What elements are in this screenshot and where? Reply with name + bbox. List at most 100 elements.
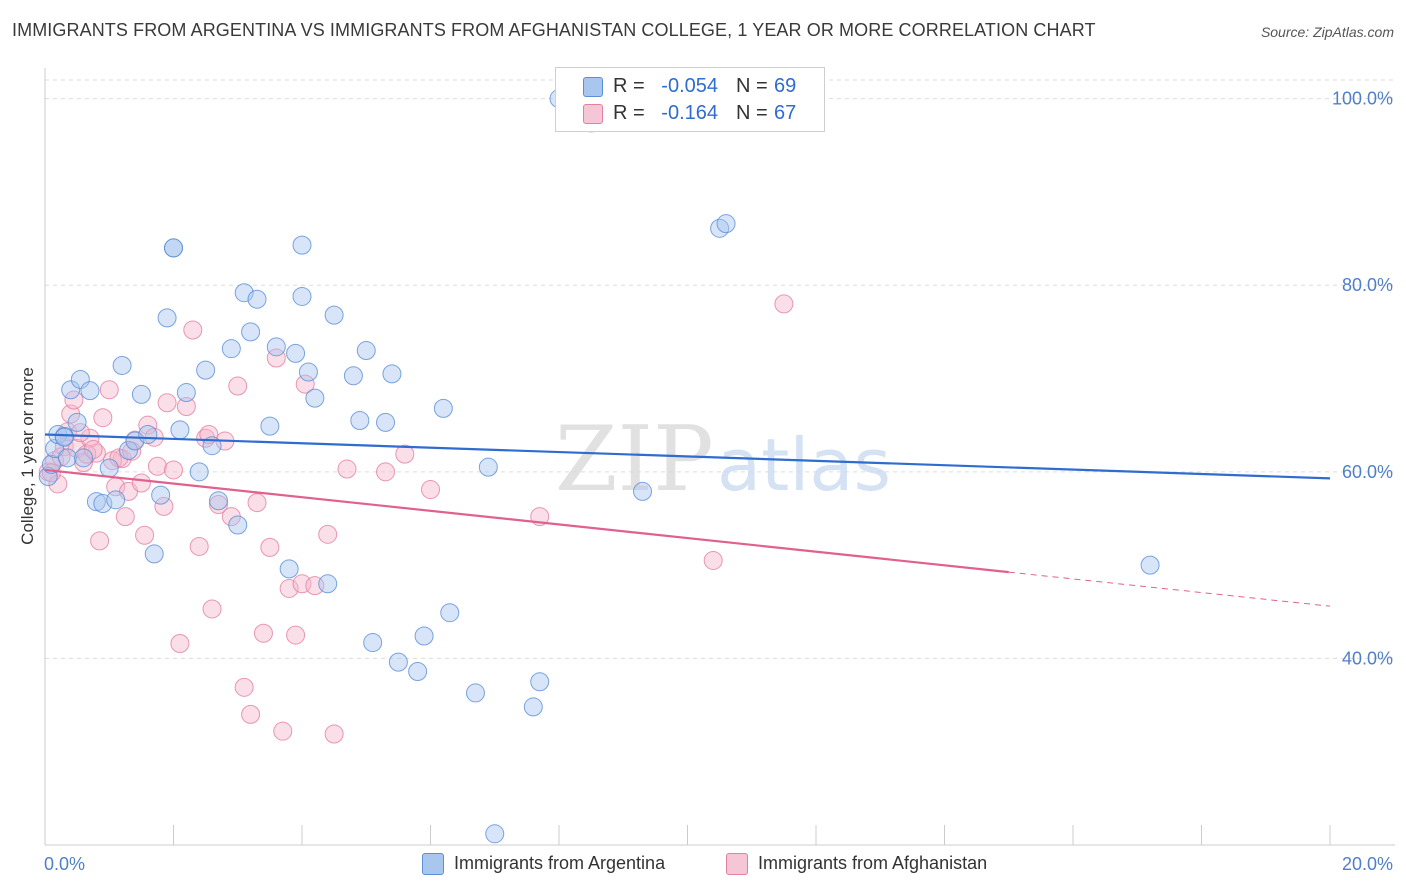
- legend-n-value-afghanistan: 67: [774, 102, 797, 124]
- argentina-point: [408, 661, 428, 681]
- afghanistan-point: [253, 623, 273, 643]
- argentina-point: [388, 652, 408, 672]
- y-tick-label: 100.0%: [1332, 89, 1393, 109]
- argentina-point: [86, 492, 106, 512]
- trend-line-afghanistan: [44, 468, 1009, 574]
- afghanistan-point: [135, 525, 155, 545]
- legend-row-argentina: R = -0.054 N = 69: [556, 74, 824, 100]
- afghanistan-point: [189, 536, 209, 556]
- argentina-point: [189, 462, 209, 482]
- argentina-point: [305, 388, 325, 408]
- argentina-point: [208, 491, 228, 511]
- argentina-point: [1140, 555, 1160, 575]
- afghanistan-point: [48, 474, 68, 494]
- argentina-point: [106, 490, 126, 510]
- bottom-legend-afghanistan: Immigrants from Afghanistan: [726, 852, 1026, 878]
- afghanistan-point: [64, 390, 84, 410]
- bottom-legend-swatch-argentina: [422, 853, 444, 875]
- argentina-point: [478, 457, 498, 477]
- afghanistan-point: [260, 537, 280, 557]
- argentina-point: [164, 238, 183, 258]
- trend-lines: [44, 433, 1331, 607]
- correlation-legend: R = -0.054 N = 69 R = -0.164 N = 67: [555, 67, 825, 132]
- argentina-point: [633, 481, 653, 501]
- legend-swatch-afghanistan: [583, 104, 603, 124]
- argentina-point: [318, 574, 338, 594]
- afghanistan-point: [93, 408, 113, 428]
- afghanistan-point: [202, 599, 222, 619]
- watermark: ZIP atlas: [555, 407, 891, 512]
- argentina-point: [350, 411, 370, 431]
- afghanistan-point: [421, 480, 440, 500]
- chart-title: IMMIGRANTS FROM ARGENTINA VS IMMIGRANTS …: [12, 20, 1096, 40]
- afghanistan-point: [196, 428, 216, 448]
- argentina-point: [41, 454, 61, 474]
- grid-lines: [45, 79, 1395, 659]
- x-tick-label-min: 0.0%: [44, 854, 85, 874]
- afghanistan-point: [170, 633, 190, 653]
- watermark-zip: ZIP: [555, 407, 714, 512]
- afghanistan-points: [38, 294, 794, 744]
- argentina-point: [228, 515, 248, 535]
- legend-n-label: N =: [736, 75, 768, 97]
- argentina-point: [266, 337, 286, 357]
- bottom-legend-label-afghanistan: Immigrants from Afghanistan: [758, 853, 988, 873]
- bottom-legend-argentina: Immigrants from Argentina: [422, 852, 702, 878]
- x-tick-label-max: 20.0%: [1342, 854, 1393, 874]
- argentina-point: [530, 672, 550, 692]
- afghanistan-point: [241, 704, 261, 724]
- argentina-point: [70, 369, 90, 389]
- legend-n-value-argentina: 69: [774, 75, 797, 97]
- afghanistan-point: [99, 380, 119, 400]
- argentina-point: [382, 364, 402, 384]
- bottom-legend-label-argentina: Immigrants from Argentina: [454, 853, 666, 873]
- y-tick-label: 40.0%: [1342, 648, 1393, 668]
- afghanistan-point: [131, 473, 151, 493]
- afghanistan-point: [279, 578, 299, 598]
- afghanistan-point: [90, 531, 110, 551]
- afghanistan-point: [83, 439, 103, 459]
- afghanistan-point: [318, 524, 338, 544]
- argentina-point: [247, 289, 267, 309]
- afghanistan-point: [70, 423, 90, 443]
- argentina-point: [241, 322, 261, 342]
- argentina-point: [74, 448, 94, 468]
- argentina-point: [363, 633, 383, 653]
- legend-row-afghanistan: R = -0.164 N = 67: [556, 101, 824, 127]
- argentina-point: [151, 485, 171, 505]
- argentina-point: [80, 381, 100, 401]
- afghanistan-point: [157, 393, 177, 413]
- y-axis-title: College, 1 year or more: [18, 367, 37, 545]
- argentina-point: [112, 355, 132, 375]
- argentina-point: [376, 412, 396, 432]
- afghanistan-point: [115, 507, 135, 527]
- legend-r-value-afghanistan: -0.164: [661, 102, 718, 124]
- axes: [44, 68, 1395, 846]
- argentina-point: [343, 366, 363, 386]
- argentina-point: [286, 343, 306, 363]
- argentina-point: [144, 544, 164, 564]
- argentina-point: [93, 494, 113, 514]
- afghanistan-point: [266, 348, 286, 368]
- legend-n-label: N =: [736, 102, 768, 124]
- afghanistan-point: [703, 550, 723, 570]
- argentina-point: [292, 286, 312, 306]
- argentina-point: [485, 824, 505, 844]
- legend-r-label: R =: [613, 102, 645, 124]
- legend-swatch-argentina: [583, 77, 603, 97]
- afghanistan-point: [376, 462, 396, 482]
- argentina-point: [54, 427, 74, 447]
- legend-r-value-argentina: -0.054: [661, 75, 718, 97]
- argentina-points: [38, 89, 1160, 844]
- y-tick-label: 80.0%: [1342, 275, 1393, 295]
- argentina-point: [170, 420, 190, 440]
- argentina-point: [465, 683, 485, 703]
- argentina-point: [119, 440, 139, 460]
- argentina-point: [196, 360, 216, 380]
- afghanistan-point: [395, 444, 415, 464]
- argentina-point: [131, 384, 151, 404]
- argentina-point: [176, 383, 196, 403]
- argentina-point: [260, 416, 280, 436]
- afghanistan-point: [324, 724, 344, 744]
